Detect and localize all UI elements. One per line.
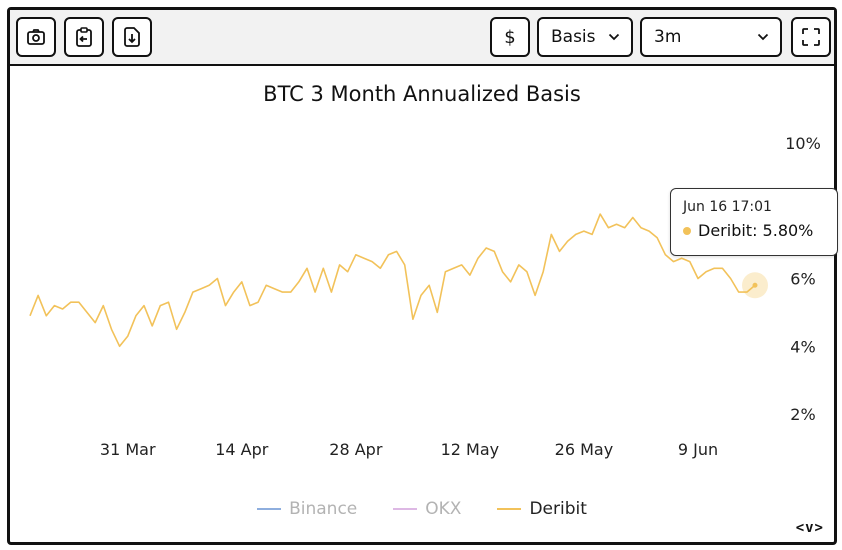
chart-toolbar: $ Basis 3m <box>10 10 834 66</box>
tooltip: Jun 16 17:01 Deribit: 5.80% <box>670 188 838 256</box>
chart-widget: $ Basis 3m BTC 3 Month Annualized Basis … <box>7 7 838 545</box>
tooltip-value: 5.80% <box>762 221 814 240</box>
legend-item-deribit[interactable]: Deribit <box>497 499 587 519</box>
tooltip-row: Deribit: 5.80% <box>683 221 827 240</box>
tooltip-time: Jun 16 17:01 <box>683 199 772 215</box>
y-tick-label: 2% <box>790 405 815 424</box>
fullscreen-button[interactable] <box>791 17 831 57</box>
chart-area: BTC 3 Month Annualized Basis 2%4%6%8%10%… <box>29 82 821 459</box>
y-axis: 2%4%6%8%10% <box>785 134 821 424</box>
legend-item-okx[interactable]: OKX <box>393 499 461 519</box>
y-tick-label: 6% <box>790 270 815 289</box>
fullscreen-icon <box>802 28 820 46</box>
tooltip-series-name: Deribit <box>698 221 753 240</box>
legend-item-binance[interactable]: Binance <box>257 499 357 519</box>
legend-label: Deribit <box>529 499 587 519</box>
tooltip-series-dot <box>683 226 691 235</box>
hover-layer <box>742 272 768 299</box>
copy-button[interactable] <box>64 17 104 57</box>
x-tick-label: 14 Apr <box>215 440 269 459</box>
currency-toggle-button[interactable]: $ <box>490 17 530 57</box>
chevron-down-icon <box>608 33 620 41</box>
chart-title: BTC 3 Month Annualized Basis <box>263 82 581 106</box>
x-axis: 31 Mar 14 Apr 28 Apr 12 May 26 May 9 Jun <box>100 440 718 459</box>
x-tick-label: 28 Apr <box>329 440 383 459</box>
tooltip-separator: : <box>752 221 763 240</box>
hover-point <box>752 282 758 288</box>
chart-legend: Binance OKX Deribit <box>10 497 834 521</box>
legend-swatch <box>257 508 282 510</box>
y-tick-label: 10% <box>785 134 821 153</box>
camera-icon <box>27 29 45 45</box>
legend-label: Binance <box>289 499 358 519</box>
tenor-select[interactable]: 3m <box>640 17 782 57</box>
currency-label: $ <box>504 26 516 48</box>
legend-swatch <box>393 508 418 510</box>
screenshot-button[interactable] <box>16 17 56 57</box>
x-tick-label: 12 May <box>441 440 500 459</box>
x-tick-label: 31 Mar <box>100 440 156 459</box>
legend-label: OKX <box>425 499 462 519</box>
series-layer <box>29 213 756 348</box>
legend-swatch <box>497 508 522 510</box>
x-tick-label: 9 Jun <box>678 440 718 459</box>
metric-select-value: Basis <box>551 27 596 47</box>
nav-arrows[interactable]: <v> <box>795 520 824 536</box>
tenor-select-value: 3m <box>654 27 682 47</box>
series-line-deribit <box>29 213 756 348</box>
clipboard-copy-icon <box>76 27 92 47</box>
x-tick-label: 26 May <box>555 440 614 459</box>
metric-select[interactable]: Basis <box>537 17 633 57</box>
download-button[interactable] <box>112 17 152 57</box>
y-tick-label: 4% <box>790 337 815 356</box>
chevron-down-icon <box>757 33 769 41</box>
download-icon <box>124 27 140 47</box>
